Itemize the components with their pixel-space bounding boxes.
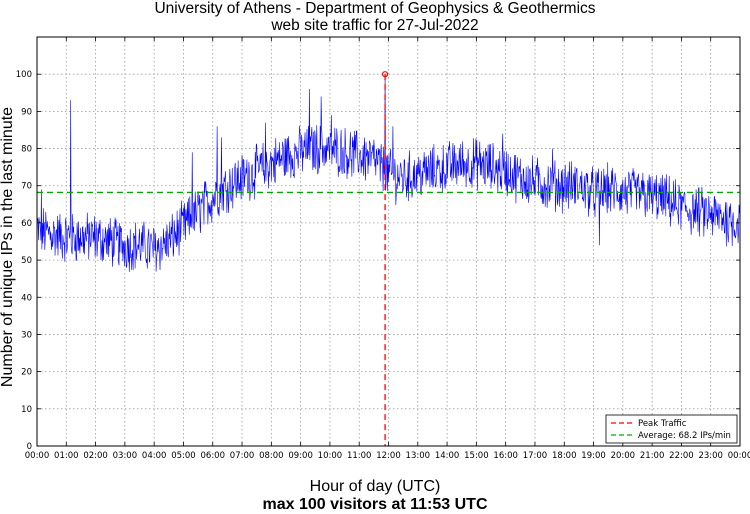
y-tick-label: 40 [21,293,32,303]
x-tick-label: 14:00 [435,451,460,461]
traffic-series-line [36,74,740,272]
x-tick-label: 21:00 [640,451,665,461]
legend: Peak Traffic Average: 68.2 IPs/min [605,414,738,444]
x-tick-label: 23:00 [698,451,723,461]
x-tick-label: 09:00 [288,451,313,461]
axis-ticks: 00:00 01:00 02:00 03:00 04:00 05:00 06:00 07:00… [16,37,750,461]
chart-subtitle: web site traffic for 27-Jul-2022 [271,17,479,34]
max-visitors-footer: max 100 visitors at 11:53 UTC [262,496,488,513]
peak-marker [381,71,389,78]
legend-box [605,414,738,444]
y-tick-label: 50 [21,256,32,266]
x-tick-label: 16:00 [493,451,518,461]
x-tick-label: 13:00 [406,451,431,461]
x-tick-label: 01:00 [54,451,79,461]
x-tick-label: 07:00 [230,451,255,461]
y-tick-label: 10 [21,405,32,415]
x-tick-label: 02:00 [83,451,108,461]
y-tick-label: 80 [21,145,32,155]
x-tick-label: 04:00 [142,451,167,461]
grid [37,37,740,446]
x-tick-label: 18:00 [552,451,577,461]
reference-lines [37,71,740,446]
x-axis-label: Hour of day (UTC) [309,478,441,495]
x-tick-label: 22:00 [669,451,694,461]
x-tick-label: 10:00 [318,451,343,461]
y-tick-label: 30 [21,330,32,340]
chart-title: University of Athens - Department of Geo… [154,0,596,17]
legend-peak-label: Peak Traffic [638,419,687,429]
y-tick-label: 60 [21,219,32,229]
y-tick-label: 100 [16,70,32,80]
y-tick-label: 0 [27,442,32,452]
x-tick-label: 05:00 [171,451,196,461]
x-tick-label: 15:00 [464,451,489,461]
y-tick-label: 90 [21,107,32,117]
traffic-series-group [36,74,740,272]
x-tick-label: 17:00 [523,451,548,461]
x-tick-label: 03:00 [113,451,138,461]
legend-average-label: Average: 68.2 IPs/min [638,431,731,441]
x-tick-label: 06:00 [201,451,226,461]
x-tick-label: 08:00 [259,451,284,461]
x-tick-label: 00:00 [25,451,50,461]
x-tick-label: 20:00 [611,451,636,461]
x-tick-label: 00:00 [728,451,750,461]
y-tick-label: 70 [21,182,32,192]
y-tick-label: 20 [21,368,32,378]
x-tick-label: 11:00 [347,451,372,461]
x-tick-label: 19:00 [581,451,606,461]
x-tick-label: 12:00 [376,451,401,461]
